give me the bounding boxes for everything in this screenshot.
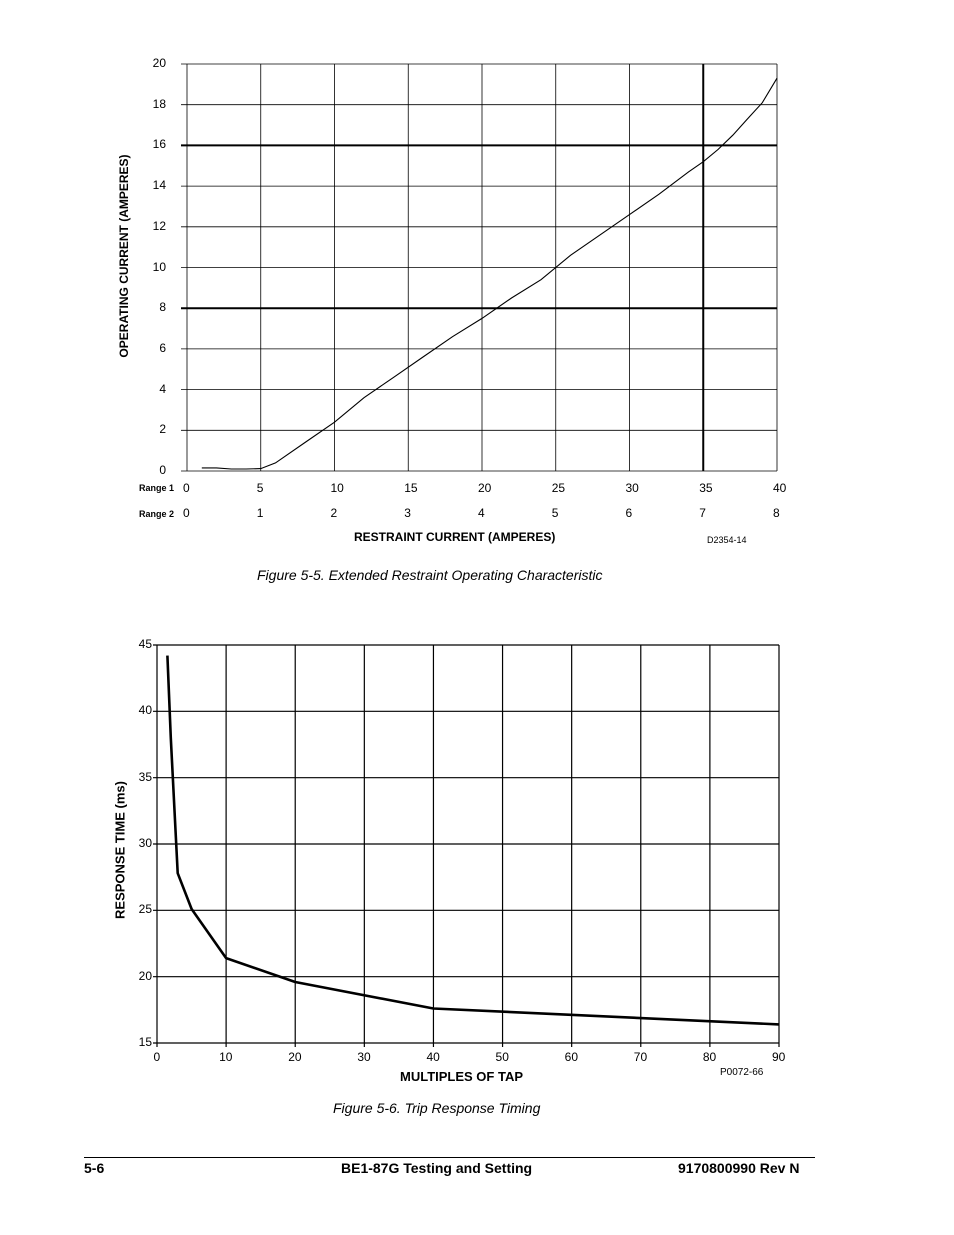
chart1-y-tick-label: 8 [159,300,166,315]
chart2-y-tick-label: 40 [138,703,152,718]
chart2-x-tick-label: 60 [564,1050,579,1064]
chart2-y-tick-label: 25 [138,902,152,917]
chart1-range2-tick-label: 7 [699,506,706,520]
chart1-y-tick-label: 18 [152,96,166,111]
chart2-drawing-number: P0072-66 [720,1067,764,1078]
footer-document-title: BE1-87G Testing and Setting [341,1160,533,1176]
chart1-range2-tick-label: 3 [404,506,411,520]
chart1-series-line [201,77,778,470]
footer-rule [84,1157,815,1158]
chart2-x-tick-label: 10 [219,1050,233,1064]
chart1-y-tick-label: 10 [152,259,166,274]
chart1-drawing-number: D2354-14 [707,535,747,545]
chart1-range2-tick-label: 5 [551,506,559,520]
chart1-range2-tick-label: 2 [330,506,338,520]
chart2-x-tick-label: 20 [288,1050,302,1064]
chart2-series-line [166,655,780,1026]
chart2-x-tick-label: 30 [357,1050,371,1064]
chart2-y-tick-label: 45 [138,637,152,651]
chart2-x-tick-label: 90 [772,1050,786,1064]
chart1-x-tick-label: 40 [773,481,787,495]
chart2-x-axis-label: MULTIPLES OF TAP [400,1069,524,1084]
chart1-y-tick-label: 16 [152,137,166,152]
chart2-y-tick-label: 20 [138,968,152,983]
chart1-range2-label: Range 2 [139,509,175,519]
chart2-x-tick-label: 50 [495,1050,509,1064]
chart1-x-tick-label: 5 [256,481,264,495]
chart1-range2-tick-label: 1 [256,506,264,520]
chart1-y-tick-label: 20 [152,56,166,70]
chart2-y-tick-label: 35 [138,769,152,784]
chart1-x-tick-label: 30 [625,481,639,495]
chart1-x-tick-label: 0 [183,481,190,495]
chart2-y-axis-label: RESPONSE TIME (ms) [112,781,128,919]
chart1-range2-tick-label: 8 [773,506,780,520]
chart1-x-tick-label: 20 [478,481,492,495]
chart2-y-tick-label: 15 [138,1035,152,1049]
chart1-y-tick-label: 6 [159,340,166,355]
chart1-x-tick-label: 25 [551,481,566,495]
chart2-x-tick-label: 70 [633,1050,648,1064]
chart1-y-tick-label: 14 [152,178,166,193]
chart2-x-tick-label: 0 [153,1050,161,1064]
chart1-x-axis-label: RESTRAINT CURRENT (AMPERES) [354,530,556,544]
chart1-y-tick-label: 2 [159,422,166,437]
extended-restraint-chart [181,63,778,472]
chart1-y-tick-label: 0 [159,463,166,477]
figure-5-6-caption: Figure 5-6. Trip Response Timing [333,1100,541,1116]
chart1-range2-tick-label: 4 [478,506,485,520]
chart2-x-tick-label: 80 [702,1050,717,1064]
chart2-x-tick-label: 40 [426,1050,440,1064]
chart1-range2-tick-label: 0 [183,506,190,520]
trip-response-chart [153,644,780,1047]
chart1-range1-label: Range 1 [139,483,175,493]
footer-page-number: 5-6 [84,1160,105,1176]
chart1-y-tick-label: 4 [159,381,166,396]
chart1-x-tick-label: 10 [330,481,344,495]
chart1-range2-tick-label: 6 [625,506,633,520]
figure-5-5-caption: Figure 5-5. Extended Restraint Operating… [257,567,603,583]
chart2-y-tick-label: 30 [138,836,152,850]
chart1-x-tick-label: 35 [699,481,713,495]
chart1-y-tick-label: 12 [152,218,166,233]
footer-document-number: 9170800990 Rev N [678,1160,800,1176]
chart1-x-tick-label: 15 [404,481,418,495]
